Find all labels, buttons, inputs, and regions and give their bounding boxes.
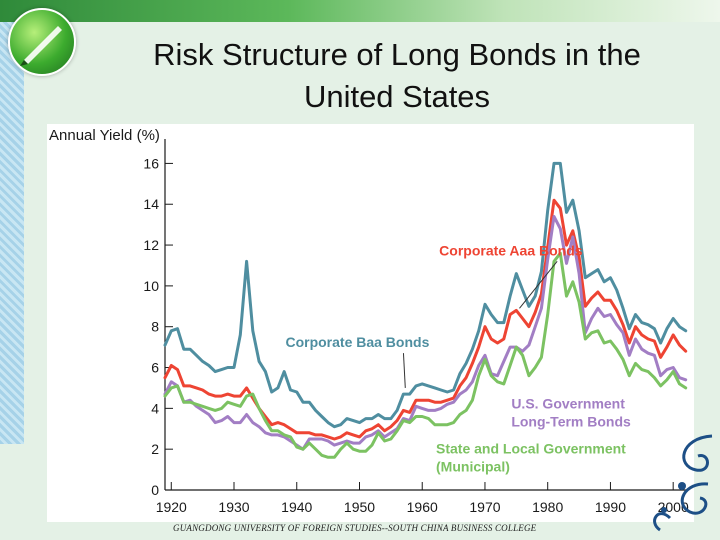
series-line-0 [163, 161, 688, 429]
bond-yield-chart: Annual Yield (%) 0 2 4 6 8 10 12 14 16 1920 1930 19… [49, 127, 689, 515]
y-tick-label: 14 [143, 196, 159, 212]
x-tick-label: 1940 [281, 499, 312, 515]
slide-title: Risk Structure of Long Bonds in the Unit… [72, 34, 720, 118]
x-tick-label: 1930 [218, 499, 249, 515]
chart-axes: 0 2 4 6 8 10 12 14 16 1920 1930 1940 1950 1960 1970 198… [143, 139, 689, 515]
x-tick-label: 1950 [344, 499, 375, 515]
y-tick-label: 16 [143, 155, 159, 171]
series-line-2 [163, 215, 688, 451]
blue-swirl-ornament-icon [653, 434, 713, 532]
slide-title-line-2: United States [303, 79, 491, 114]
top-banner [0, 0, 720, 22]
slide-title-line-1: Risk Structure of Long Bonds in the [153, 37, 641, 72]
x-tick-label: 1980 [532, 499, 563, 515]
y-axis-label: Annual Yield (%) [49, 127, 160, 144]
series-layer [163, 161, 688, 459]
annotation-label: Long-Term Bonds [511, 414, 631, 430]
pen-leaf-logo-glyph-icon [20, 26, 62, 66]
y-tick-label: 6 [151, 360, 159, 376]
x-tick-label: 1960 [407, 499, 438, 515]
pen-leaf-logo-icon [8, 8, 76, 76]
annotation-pointer [519, 260, 558, 309]
y-tick-label: 2 [151, 441, 159, 457]
chart-panel: Annual Yield (%) 0 2 4 6 8 10 12 14 16 1920 1930 19… [47, 124, 694, 522]
annotation-layer: Corporate Aaa Bonds Corporate Baa Bonds U.… [285, 242, 631, 474]
y-tick-label: 0 [151, 482, 159, 498]
annotation-label: Corporate Baa Bonds [285, 334, 429, 350]
footer-college-name: GUANGDONG UNIVERSITY OF FOREIGN STUDIES-… [173, 523, 537, 533]
series-line-3 [163, 251, 688, 459]
annotation-label: Corporate Aaa Bonds [439, 242, 583, 258]
y-tick-label: 8 [151, 319, 159, 335]
x-tick-label: 1990 [595, 499, 626, 515]
annotation-label: U.S. Government [511, 395, 625, 411]
annotation-label: (Municipal) [436, 459, 510, 475]
series-line-1 [163, 198, 688, 441]
annotation-label: State and Local Government [436, 440, 626, 456]
annotation-pointer [402, 353, 406, 388]
x-tick-label: 1920 [156, 499, 187, 515]
y-tick-label: 10 [143, 278, 159, 294]
y-tick-label: 4 [151, 400, 159, 416]
x-tick-label: 1970 [469, 499, 500, 515]
left-decorative-band [0, 22, 24, 444]
y-tick-label: 12 [143, 237, 159, 253]
